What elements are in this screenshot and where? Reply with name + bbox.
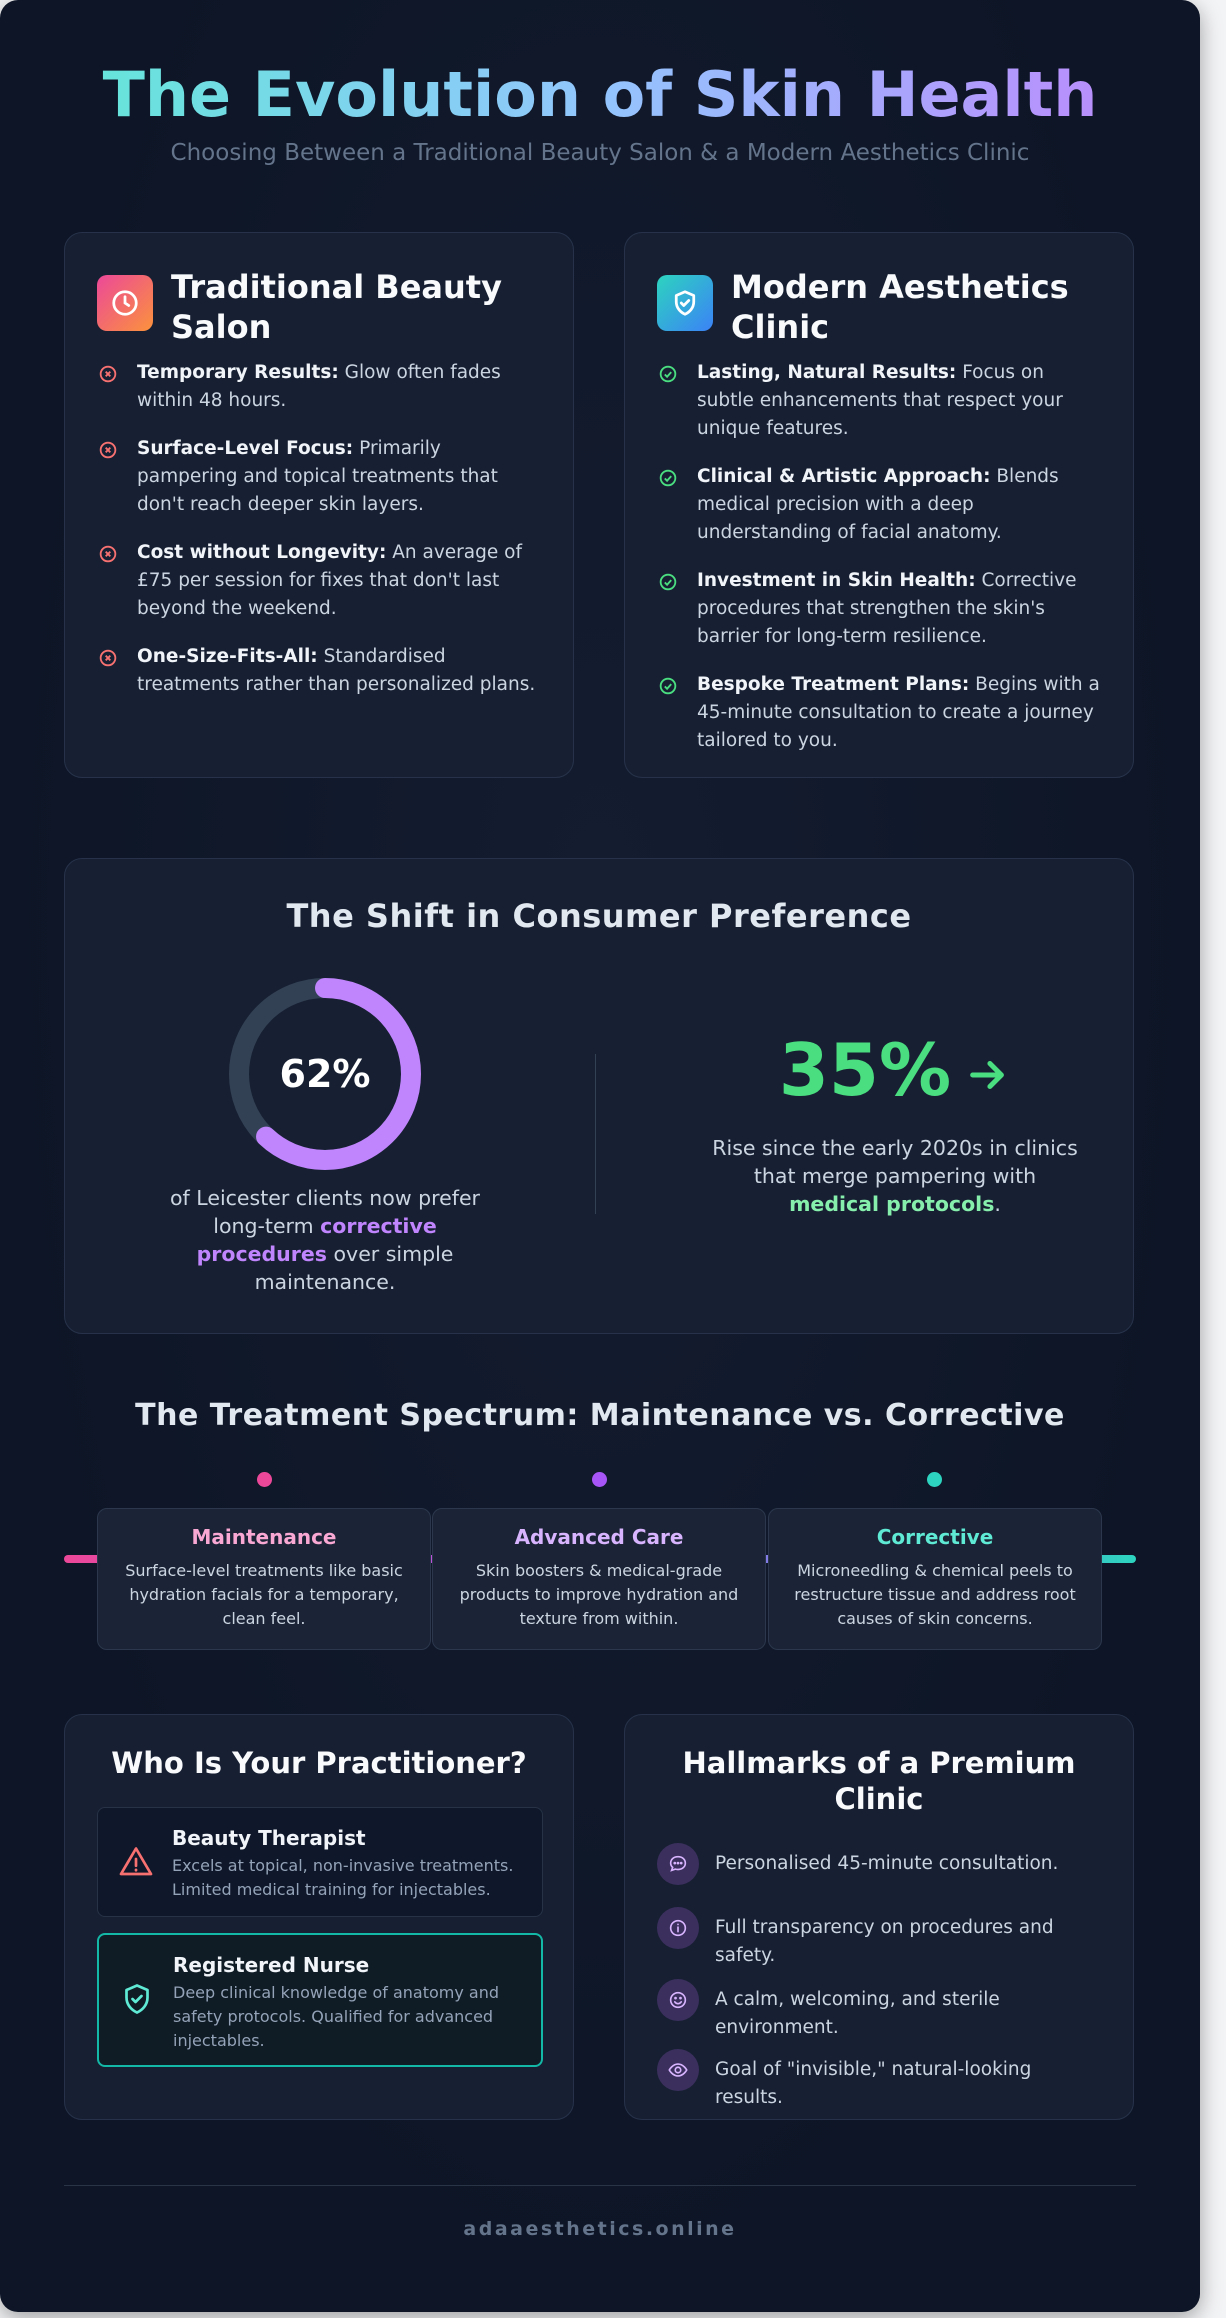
spectrum-dot-maintenance bbox=[257, 1472, 272, 1487]
donut-caption: of Leicester clients now prefer long-ter… bbox=[170, 1186, 480, 1294]
spectrum-stage-corrective: Corrective Microneedling & chemical peel… bbox=[768, 1508, 1102, 1650]
chat-icon bbox=[657, 1843, 699, 1885]
arrow-right-icon bbox=[970, 1061, 1005, 1090]
page-subtitle: Choosing Between a Traditional Beauty Sa… bbox=[170, 140, 1030, 166]
salon-title: Traditional Beauty Salon bbox=[171, 268, 502, 346]
check-circle-icon bbox=[659, 365, 677, 383]
hallmark-item: Goal of "invisible," natural-looking res… bbox=[657, 2049, 1103, 2112]
eye-icon bbox=[657, 2049, 699, 2091]
x-circle-icon bbox=[99, 545, 117, 563]
hallmark-item: A calm, welcoming, and sterile environme… bbox=[657, 1979, 1103, 2042]
list-item: Bespoke Treatment Plans: Begins with a 4… bbox=[657, 671, 1105, 755]
role-registered-nurse: Registered Nurse Deep clinical knowledge… bbox=[97, 1933, 543, 2067]
list-item: Lasting, Natural Results: Focus on subtl… bbox=[657, 359, 1105, 443]
donut-value: 62% bbox=[279, 1052, 371, 1096]
infographic-page: The Evolution of Skin Health Choosing Be… bbox=[0, 0, 1200, 2312]
spectrum-dot-advanced bbox=[592, 1472, 607, 1487]
x-circle-icon bbox=[99, 649, 117, 667]
spectrum-stage-advanced: Advanced Care Skin boosters & medical-gr… bbox=[432, 1508, 766, 1650]
shield-check-icon bbox=[125, 1984, 149, 2014]
x-circle-icon bbox=[99, 365, 117, 383]
check-circle-icon bbox=[659, 469, 677, 487]
list-item: Temporary Results: Glow often fades with… bbox=[97, 359, 545, 415]
list-item: Investment in Skin Health: Corrective pr… bbox=[657, 567, 1105, 651]
check-circle-icon bbox=[659, 677, 677, 695]
shift-card: The Shift in Consumer Preference 62% of … bbox=[64, 858, 1134, 1334]
practitioner-title: Who Is Your Practitioner? bbox=[111, 1746, 527, 1780]
divider bbox=[595, 1054, 596, 1214]
spectrum-title: The Treatment Spectrum: Maintenance vs. … bbox=[135, 1398, 1065, 1433]
shield-check-icon bbox=[657, 275, 713, 331]
donut-chart: 62% bbox=[225, 974, 425, 1174]
stat-caption: Rise since the early 2020s in clinics th… bbox=[712, 1136, 1078, 1216]
stat-value: 35% bbox=[665, 1034, 1125, 1106]
list-item: Surface-Level Focus: Primarily pampering… bbox=[97, 435, 545, 519]
role-beauty-therapist: Beauty Therapist Excels at topical, non-… bbox=[97, 1807, 543, 1917]
clock-icon bbox=[97, 275, 153, 331]
spectrum-stage-maintenance: Maintenance Surface-level treatments lik… bbox=[97, 1508, 431, 1650]
donut-arc bbox=[229, 978, 421, 1170]
page-title: The Evolution of Skin Health bbox=[0, 58, 1200, 132]
clinic-title: Modern Aesthetics Clinic bbox=[731, 268, 1069, 346]
hallmarks-title: Hallmarks of a Premium Clinic bbox=[682, 1746, 1076, 1817]
list-item: One-Size-Fits-All: Standardised treatmen… bbox=[97, 643, 545, 699]
practitioner-card: Who Is Your Practitioner? Beauty Therapi… bbox=[64, 1714, 574, 2120]
shift-title: The Shift in Consumer Preference bbox=[286, 897, 912, 935]
list-item: Clinical & Artistic Approach: Blends med… bbox=[657, 463, 1105, 547]
list-item: Cost without Longevity: An average of £7… bbox=[97, 539, 545, 623]
warning-icon bbox=[119, 1847, 153, 1876]
spectrum-dot-corrective bbox=[927, 1472, 942, 1487]
x-circle-icon bbox=[99, 441, 117, 459]
hallmark-item: Full transparency on procedures and safe… bbox=[657, 1907, 1103, 1970]
hallmarks-card: Hallmarks of a Premium Clinic Personalis… bbox=[624, 1714, 1134, 2120]
info-icon bbox=[657, 1907, 699, 1949]
footer-domain: adaaesthetics.online bbox=[463, 2218, 737, 2240]
clinic-card: Modern Aesthetics Clinic Lasting, Natura… bbox=[624, 232, 1134, 778]
check-circle-icon bbox=[659, 573, 677, 591]
footer-divider bbox=[64, 2185, 1136, 2186]
salon-card: Traditional Beauty Salon Temporary Resul… bbox=[64, 232, 574, 778]
smile-icon bbox=[657, 1979, 699, 2021]
hallmark-item: Personalised 45-minute consultation. bbox=[657, 1843, 1103, 1885]
